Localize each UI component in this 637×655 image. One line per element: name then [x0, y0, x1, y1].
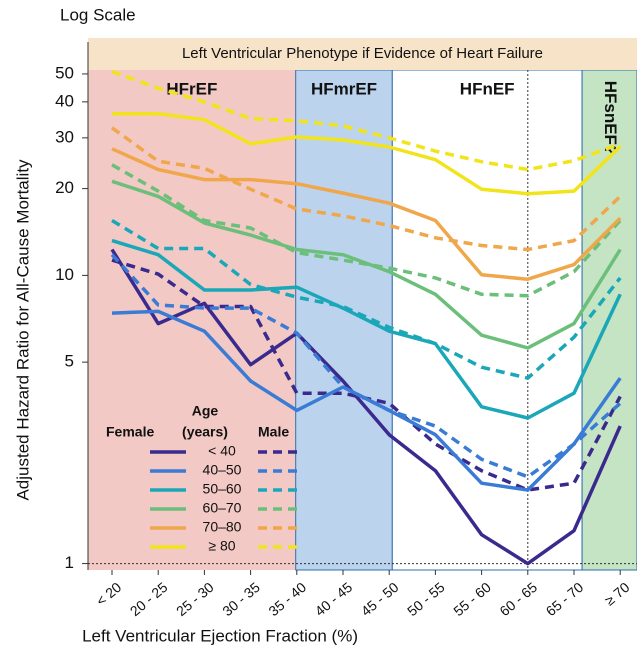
y-tick-label: 40 [55, 91, 74, 110]
x-tick-label: < 20 [93, 579, 125, 609]
legend-label: 50–60 [203, 481, 242, 497]
region-label: HFmrEF [311, 79, 377, 98]
x-tick-label: 40 - 45 [312, 579, 356, 619]
region [391, 69, 583, 571]
female-line [111, 179, 622, 350]
y-tick-label: 1 [65, 553, 74, 572]
legend-title: Age [192, 403, 219, 419]
x-tick-label: 45 - 50 [358, 579, 402, 619]
region-label: HFsnEF? [601, 81, 620, 156]
region [88, 70, 296, 570]
female-line [111, 147, 622, 281]
scale-note: Log Scale [60, 5, 136, 24]
female-line [111, 238, 622, 420]
y-tick-label: 5 [65, 352, 74, 371]
legend-label: 40–50 [203, 462, 242, 478]
legend-label: ≥ 80 [208, 538, 235, 554]
banner-text: Left Ventricular Phenotype if Evidence o… [182, 45, 543, 62]
x-tick-label: 50 - 55 [404, 579, 448, 619]
male-line [110, 253, 622, 479]
x-tick-label: 30 - 35 [219, 579, 263, 619]
female-line [112, 111, 622, 196]
x-tick-label: ≥ 70 [601, 579, 632, 609]
legend-label: 70–80 [203, 519, 242, 535]
y-tick-label: 20 [55, 178, 74, 197]
legend-header: (years) [182, 424, 228, 440]
legend-header: Male [258, 424, 289, 440]
x-tick-label: 65 - 70 [543, 579, 587, 619]
legend-label: 60–70 [203, 500, 242, 516]
banner [88, 38, 637, 70]
y-tick-label: 30 [55, 127, 74, 146]
x-tick-label: 55 - 60 [450, 579, 494, 619]
male-line [111, 69, 621, 172]
x-tick-label: 35 - 40 [265, 579, 309, 619]
y-axis-label: Adjusted Hazard Ratio for All-Cause Mort… [13, 159, 32, 501]
x-tick-label: 25 - 30 [173, 579, 217, 619]
y-tick-label: 10 [55, 265, 74, 284]
y-tick-label: 50 [55, 63, 74, 82]
region-label: HFrEF [166, 79, 217, 98]
x-axis-label: Left Ventricular Ejection Fraction (%) [82, 626, 358, 645]
male-line [110, 126, 622, 252]
male-line [111, 219, 622, 380]
legend-label: < 40 [208, 443, 236, 459]
x-tick-label: 60 - 65 [496, 579, 540, 619]
region-label: HFnEF [460, 79, 515, 98]
x-tick-label: 20 - 25 [127, 579, 171, 619]
female-line [111, 309, 622, 492]
legend-header: Female [106, 424, 154, 440]
